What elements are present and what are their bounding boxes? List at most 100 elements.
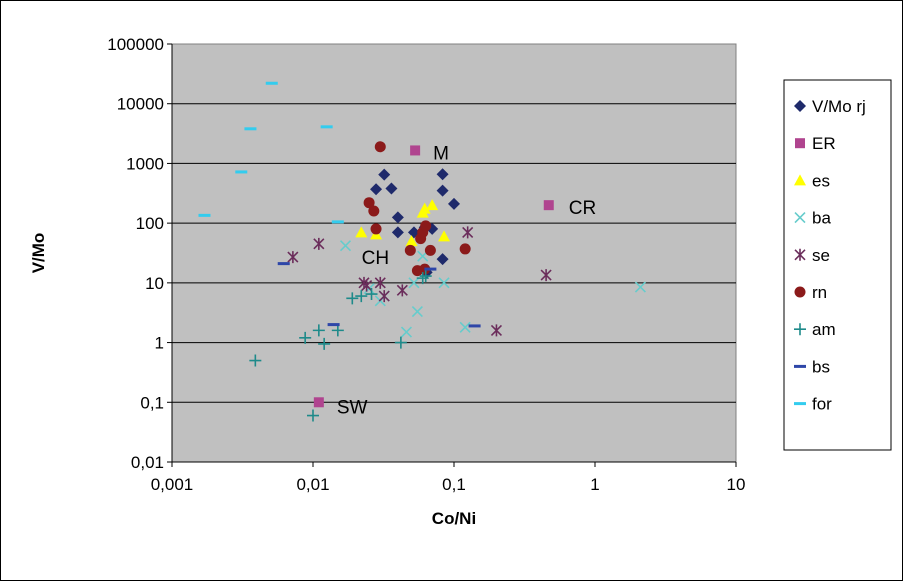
annotation-label: CH	[362, 248, 389, 269]
annotation-label: CR	[569, 198, 596, 219]
x-tick-label: 10	[727, 475, 746, 494]
marker-stroke	[794, 323, 806, 336]
marker-stroke	[307, 409, 319, 422]
x-tick-label: 1	[590, 475, 599, 494]
series-rn	[363, 141, 471, 277]
legend	[783, 79, 892, 451]
data-point	[320, 125, 333, 129]
legend-item: es	[794, 171, 830, 190]
marker-stroke	[462, 226, 474, 239]
data-point	[411, 306, 423, 318]
legend-label: es	[812, 171, 830, 190]
data-point	[424, 244, 436, 256]
marker-stroke	[361, 279, 373, 292]
annotations: M CR SW CH	[337, 143, 596, 418]
legend-swatch	[794, 364, 806, 368]
marker-stroke	[346, 292, 359, 305]
legend-item: ER	[795, 134, 836, 153]
marker-stroke	[299, 331, 312, 344]
marker-stroke	[396, 284, 408, 297]
series-er	[313, 145, 554, 408]
data-point	[370, 223, 382, 235]
marker-stroke	[490, 324, 503, 337]
grid-lines	[172, 103, 736, 403]
data-point	[394, 336, 407, 349]
data-point	[287, 251, 299, 264]
data-point	[418, 202, 431, 214]
series-for	[198, 81, 344, 224]
data-point	[404, 244, 416, 256]
data-point	[378, 290, 390, 303]
y-tick-label: 100	[136, 214, 164, 233]
data-point	[331, 220, 344, 224]
data-point	[400, 326, 413, 338]
data-point	[249, 354, 262, 367]
marker-stroke	[408, 277, 420, 289]
marker-stroke	[400, 326, 413, 338]
marker-stroke	[634, 281, 646, 293]
legend-swatch	[794, 402, 806, 406]
data-point	[368, 205, 380, 217]
data-point	[327, 323, 340, 327]
series-ba	[339, 240, 646, 338]
data-point	[436, 184, 449, 197]
legend-label: rn	[812, 283, 827, 302]
legend-label: for	[812, 395, 832, 414]
data-point	[299, 331, 312, 344]
marker-stroke	[287, 251, 299, 264]
data-point	[410, 145, 421, 156]
data-point	[436, 253, 449, 266]
data-point	[396, 284, 408, 297]
data-point	[405, 235, 418, 247]
data-point	[459, 243, 471, 255]
y-tick-label: 100000	[107, 35, 164, 54]
marker-stroke	[312, 324, 325, 337]
data-point	[459, 321, 471, 333]
marker-stroke	[438, 277, 450, 289]
data-point	[198, 213, 211, 217]
data-point	[462, 226, 474, 239]
y-tick-label: 0,01	[131, 453, 164, 472]
legend-item: rn	[794, 283, 827, 302]
data-point	[391, 211, 404, 224]
data-points	[198, 81, 646, 422]
legend-label: bs	[812, 357, 830, 376]
data-point	[438, 277, 450, 289]
data-point	[438, 230, 451, 242]
data-point	[363, 197, 375, 209]
y-axis-title: V/Mo	[29, 233, 48, 274]
marker-stroke	[313, 237, 325, 250]
data-point	[540, 269, 552, 282]
marker-stroke	[794, 212, 806, 224]
marker-stroke	[459, 321, 471, 333]
data-point	[355, 226, 368, 238]
annotation-label: M	[433, 143, 449, 164]
data-point	[361, 279, 373, 292]
legend-item: se	[794, 246, 830, 265]
data-point	[374, 276, 386, 289]
data-point	[385, 182, 398, 195]
y-tick-label: 1	[155, 334, 164, 353]
series-am	[249, 270, 432, 422]
data-point	[331, 324, 344, 337]
data-point	[436, 168, 449, 181]
data-point	[448, 197, 460, 210]
data-point	[634, 281, 646, 293]
axes	[167, 43, 737, 467]
legend-item: am	[794, 320, 836, 339]
data-point	[424, 267, 437, 271]
marker-stroke	[419, 270, 432, 283]
marker-stroke	[339, 240, 352, 252]
legend-label: am	[812, 320, 836, 339]
legend-swatch	[794, 286, 806, 298]
y-tick-label: 10000	[117, 95, 164, 114]
data-point	[355, 290, 368, 303]
data-point	[346, 292, 359, 305]
data-point	[416, 272, 429, 285]
legend-label: ba	[812, 209, 831, 228]
data-point	[468, 324, 481, 328]
data-point	[378, 168, 391, 181]
marker-stroke	[331, 324, 344, 337]
data-point	[426, 199, 439, 211]
plot-area	[171, 43, 737, 463]
